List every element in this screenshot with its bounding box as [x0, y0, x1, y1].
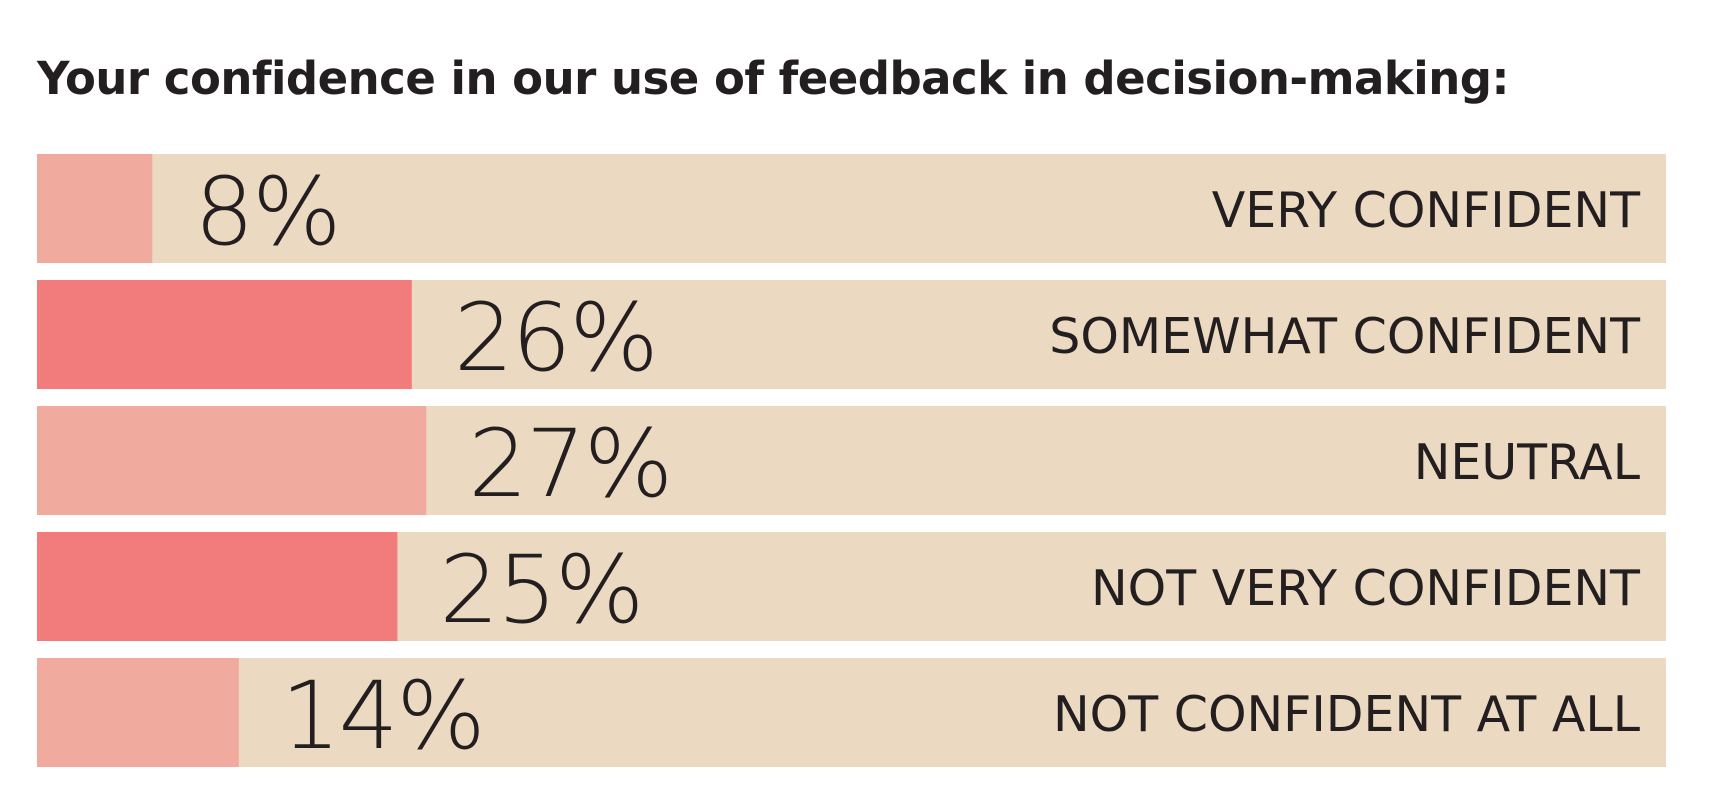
bar: [37, 280, 412, 389]
bar-track: [37, 658, 1666, 767]
data-label: 27%: [468, 410, 671, 519]
data-label: 26%: [454, 284, 657, 393]
category-label: NOT CONFIDENT AT ALL: [1053, 686, 1641, 743]
data-label: 25%: [439, 536, 642, 645]
data-label: 14%: [281, 662, 484, 771]
bar: [37, 154, 153, 263]
data-label: 8%: [194, 158, 339, 267]
bar: [37, 532, 398, 641]
bar: [37, 406, 427, 515]
category-label: SOMEWHAT CONFIDENT: [1049, 308, 1641, 365]
bar-track: [37, 154, 1666, 263]
category-label: NOT VERY CONFIDENT: [1091, 560, 1641, 617]
category-label: VERY CONFIDENT: [1212, 182, 1641, 239]
category-label: NEUTRAL: [1414, 434, 1641, 491]
chart-title: Your confidence in our use of feedback i…: [37, 52, 1509, 105]
bar: [37, 658, 239, 767]
